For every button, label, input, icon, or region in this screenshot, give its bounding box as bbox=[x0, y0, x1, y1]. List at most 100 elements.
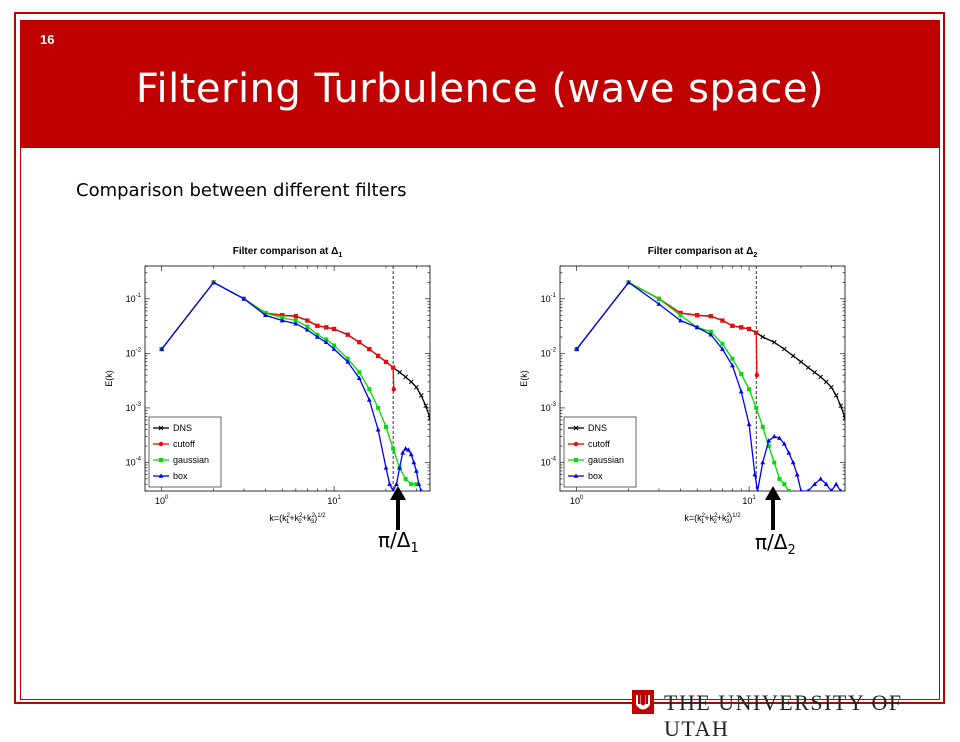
x-axis-label: k=(k2 1+k2 2+k2 3)1/2 bbox=[684, 513, 741, 525]
chart-delta-1: Filter comparison at Δ1 100 101 10-1 10-2 10-… bbox=[100, 236, 440, 526]
point-box bbox=[375, 427, 381, 432]
point-cutoff bbox=[754, 330, 759, 335]
point-box bbox=[323, 339, 329, 345]
marker-2-sub: 2 bbox=[787, 543, 796, 558]
point-box bbox=[833, 481, 839, 486]
point-box bbox=[719, 346, 725, 351]
x-axis-label: k=(k2 1+k2 2+k2 3)1/2 bbox=[269, 513, 326, 525]
y-tick-exp: -2 bbox=[551, 347, 557, 353]
x-tick-exp: 1 bbox=[337, 495, 341, 501]
y-tick-label: 10-3 bbox=[541, 402, 557, 413]
x-axis-label-part: 2 bbox=[713, 519, 717, 525]
point-DNS bbox=[771, 339, 777, 345]
point-box bbox=[756, 488, 760, 491]
point-box bbox=[387, 481, 393, 486]
legend-marker-DNS bbox=[158, 425, 164, 431]
point-gaussian bbox=[305, 324, 310, 329]
y-tick-exp: -3 bbox=[136, 402, 142, 408]
x-axis-label-part: 1 bbox=[701, 519, 705, 525]
point-gaussian bbox=[376, 405, 381, 410]
marker-2-label: π/Δ bbox=[755, 530, 788, 554]
point-box bbox=[678, 317, 683, 323]
point-DNS bbox=[798, 359, 804, 365]
y-tick-label: 10-1 bbox=[541, 293, 557, 304]
x-tick-label: 101 bbox=[742, 495, 756, 506]
point-box bbox=[400, 450, 406, 455]
x-tick-exp: 0 bbox=[165, 495, 169, 501]
series-line-box bbox=[576, 281, 842, 491]
x-tick-exp: 0 bbox=[580, 495, 584, 501]
point-gaussian bbox=[754, 405, 759, 410]
point-box bbox=[419, 488, 423, 491]
series-group bbox=[159, 279, 430, 491]
point-box bbox=[738, 388, 744, 394]
point-DNS bbox=[818, 374, 823, 380]
point-cutoff bbox=[315, 323, 320, 329]
x-axis-label-part: 1/2 bbox=[732, 513, 741, 519]
point-box bbox=[818, 476, 824, 481]
y-tick-label: 10-2 bbox=[126, 347, 142, 358]
x-axis-label-part: +k bbox=[289, 513, 299, 523]
point-box bbox=[416, 481, 422, 486]
university-name: THE UNIVERSITY OF UTAH bbox=[664, 690, 903, 741]
point-cutoff bbox=[375, 353, 381, 359]
x-axis-label-part: 2 bbox=[727, 513, 731, 519]
point-DNS bbox=[823, 379, 829, 385]
slide-frame-outer bbox=[14, 12, 945, 704]
point-box bbox=[799, 488, 803, 491]
point-gaussian bbox=[367, 387, 372, 392]
point-gaussian bbox=[747, 387, 752, 392]
point-DNS bbox=[833, 393, 839, 398]
point-box bbox=[746, 421, 752, 427]
point-box bbox=[263, 312, 268, 318]
point-DNS bbox=[427, 415, 430, 419]
point-box bbox=[626, 279, 632, 285]
point-cutoff bbox=[730, 323, 735, 329]
point-DNS bbox=[828, 384, 834, 390]
chart-title-sub: 2 bbox=[753, 252, 757, 259]
point-gaussian bbox=[280, 315, 285, 320]
point-gaussian bbox=[760, 424, 765, 429]
point-gaussian bbox=[332, 343, 337, 348]
point-cutoff bbox=[293, 314, 299, 319]
point-cutoff bbox=[383, 359, 389, 365]
point-DNS bbox=[812, 369, 817, 375]
point-box bbox=[790, 459, 796, 465]
point-box bbox=[812, 481, 818, 486]
point-gaussian bbox=[786, 489, 791, 491]
point-box bbox=[403, 445, 409, 451]
legend-label-box: box bbox=[173, 471, 188, 481]
cutoff-marker-1: π/Δ1 bbox=[378, 528, 419, 556]
point-gaussian bbox=[720, 341, 725, 346]
x-axis-label-part: k=(k bbox=[269, 513, 287, 523]
point-box bbox=[345, 359, 351, 364]
point-cutoff bbox=[746, 326, 752, 332]
y-tick-label: 10-4 bbox=[541, 456, 557, 467]
point-gaussian bbox=[403, 476, 408, 481]
x-axis-label-part: +k bbox=[302, 513, 312, 523]
point-box bbox=[366, 397, 372, 402]
point-gaussian bbox=[357, 370, 362, 375]
point-gaussian bbox=[766, 444, 771, 449]
point-gaussian bbox=[391, 446, 396, 451]
point-box bbox=[656, 301, 662, 306]
point-box bbox=[293, 321, 299, 326]
x-axis-label-part: ) bbox=[314, 513, 317, 523]
y-tick-label: 10-1 bbox=[126, 293, 142, 304]
point-box bbox=[806, 488, 810, 491]
cutoff-marker-2: π/Δ2 bbox=[755, 530, 796, 558]
legend-label-DNS: DNS bbox=[588, 423, 607, 433]
point-DNS bbox=[418, 393, 424, 398]
point-cutoff bbox=[754, 372, 760, 378]
x-axis-label-part: 1/2 bbox=[317, 513, 326, 519]
legend-label-box: box bbox=[588, 471, 603, 481]
legend-label-cutoff: cutoff bbox=[173, 439, 195, 449]
point-box bbox=[729, 362, 735, 368]
point-box bbox=[159, 346, 165, 351]
point-cutoff bbox=[739, 325, 744, 330]
point-box bbox=[829, 488, 833, 491]
x-axis-label-part: 2 bbox=[287, 513, 291, 519]
point-box bbox=[331, 346, 337, 351]
legend-label-DNS: DNS bbox=[173, 423, 192, 433]
x-tick-label: 101 bbox=[327, 495, 341, 506]
